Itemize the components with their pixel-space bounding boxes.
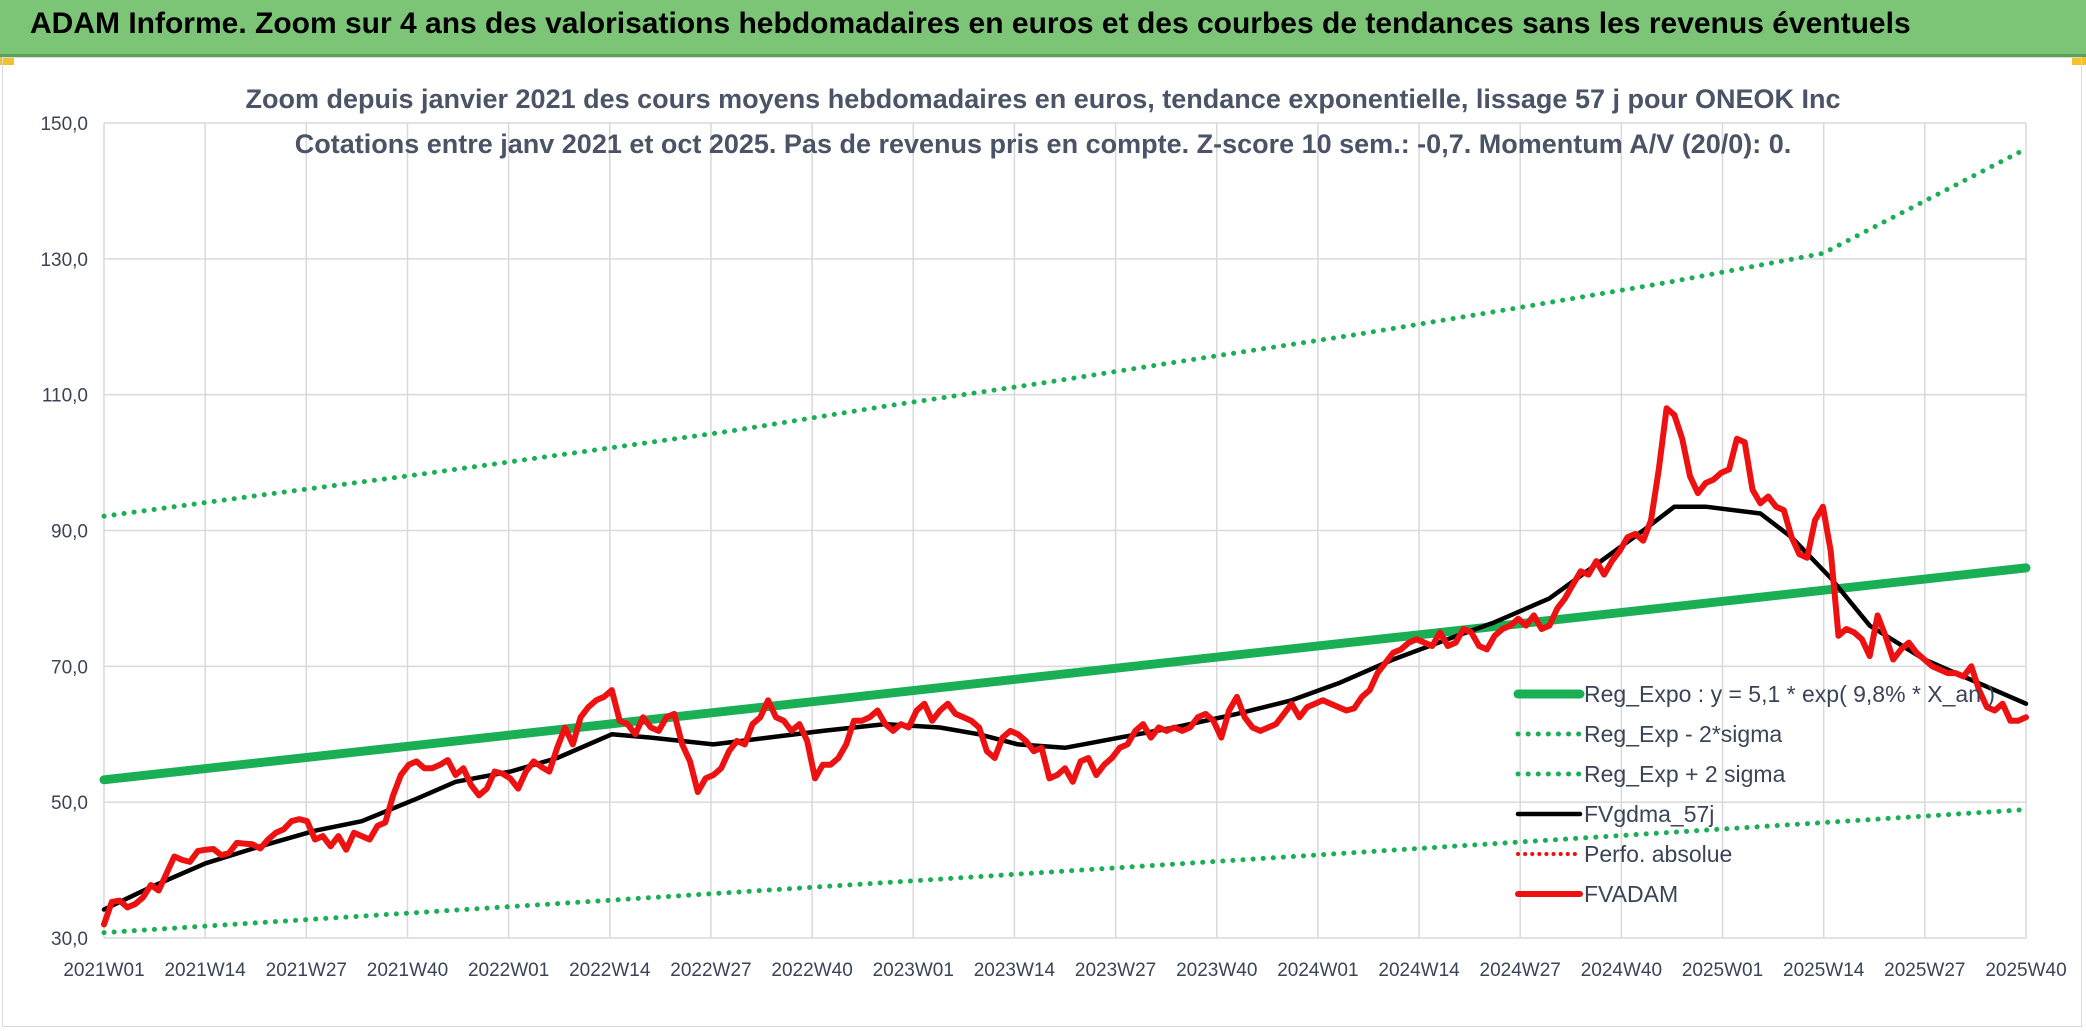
y-tick-label: 130,0: [40, 250, 88, 271]
corner-mark: [0, 57, 14, 65]
legend-label: Reg_Exp + 2 sigma: [1584, 761, 1786, 787]
x-tick-label: 2025W27: [1884, 960, 1965, 981]
x-tick-label: 2025W01: [1682, 960, 1763, 981]
x-tick-label: 2022W14: [569, 960, 651, 981]
x-tick-label: 2025W14: [1783, 960, 1865, 981]
x-tick-label: 2024W14: [1378, 960, 1460, 981]
legend-label: FVADAM: [1584, 881, 1678, 907]
x-tick-label: 2021W40: [367, 960, 448, 981]
legend-label: Reg_Expo : y = 5,1 * exp( 9,8% * X_an ): [1584, 681, 1995, 707]
y-tick-label: 50,0: [51, 793, 88, 814]
series-layer: [99, 146, 2031, 936]
axes: 30,0 50,0 70,0 90,0 110,0 130,0 150,0 2021W01 20…: [40, 114, 2066, 981]
chart-title-line2: Cotations entre janv 2021 et oct 2025. P…: [294, 129, 1792, 159]
x-tick-label: 2023W27: [1075, 960, 1156, 981]
y-tick-label: 110,0: [42, 386, 88, 407]
corner-mark: [2072, 57, 2086, 65]
banner: ADAM Informe. Zoom sur 4 ans des valoris…: [0, 0, 2086, 57]
legend-label: FVgdma_57j: [1584, 801, 1714, 827]
x-tick-label: 2022W27: [670, 960, 751, 981]
grid: [103, 122, 2027, 939]
x-tick-label: 2024W01: [1277, 960, 1358, 981]
series-line-1: [101, 807, 2029, 936]
x-tick-label: 2024W27: [1480, 960, 1561, 981]
series-line-3: [101, 504, 2029, 912]
series-line-2: [101, 146, 2029, 519]
chart-title-line1: Zoom depuis janvier 2021 des cours moyen…: [245, 84, 1841, 114]
banner-title: ADAM Informe. Zoom sur 4 ans des valoris…: [30, 7, 1911, 40]
x-tick-label: 2021W01: [63, 960, 144, 981]
chart-frame: [2, 57, 2082, 1027]
y-tick-label: 30,0: [51, 929, 88, 950]
y-tick-label: 70,0: [51, 657, 88, 678]
series-line-5: [101, 405, 2029, 928]
y-tick-label: 90,0: [51, 522, 88, 543]
x-tick-label: 2024W40: [1581, 960, 1662, 981]
y-tick-label: 150,0: [40, 114, 88, 135]
legend-label: Perfo. absolue: [1584, 841, 1732, 867]
x-tick-label: 2023W14: [974, 960, 1056, 981]
x-tick-label: 2023W01: [873, 960, 954, 981]
legend-label: Reg_Exp - 2*sigma: [1584, 721, 1782, 747]
x-tick-label: 2023W40: [1176, 960, 1257, 981]
series-line-0: [99, 563, 2031, 785]
x-tick-label: 2021W27: [266, 960, 347, 981]
x-tick-label: 2022W40: [771, 960, 852, 981]
x-tick-label: 2022W01: [468, 960, 549, 981]
legend: Reg_Expo : y = 5,1 * exp( 9,8% * X_an ) R…: [1513, 681, 1995, 907]
x-tick-label: 2021W14: [164, 960, 246, 981]
x-tick-label: 2025W40: [1985, 960, 2066, 981]
